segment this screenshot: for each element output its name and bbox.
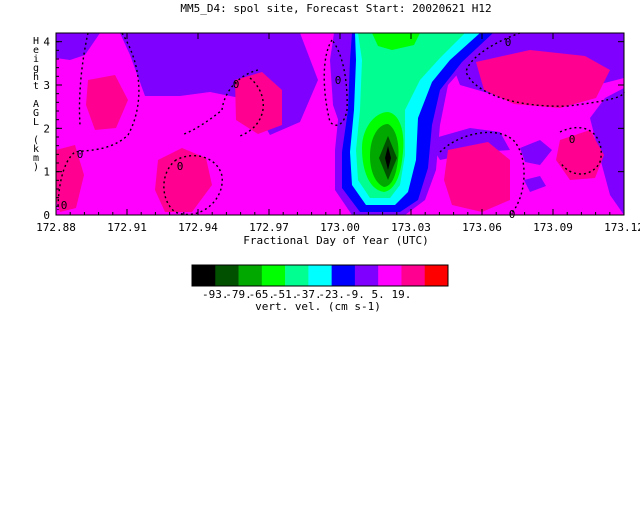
y-tick-label: 3 bbox=[43, 79, 50, 92]
y-axis-label-char: ) bbox=[33, 162, 39, 173]
y-axis-label-char: m bbox=[33, 153, 39, 164]
colorbar-swatch bbox=[354, 265, 379, 286]
field-region-black bbox=[385, 146, 391, 170]
field-region-green bbox=[372, 33, 420, 50]
y-axis-label-char: h bbox=[33, 72, 39, 83]
zero-contour-line bbox=[163, 155, 223, 216]
x-tick-label: 173.03 bbox=[391, 221, 431, 234]
colorbar-label: vert. vel. (cm s-1) bbox=[255, 300, 381, 313]
colorbar-swatch bbox=[401, 265, 426, 286]
colorbar-tick-label: -79. bbox=[225, 288, 252, 301]
chart-title: MM5_D4: spol site, Forecast Start: 20020… bbox=[180, 2, 491, 15]
x-axis: 172.88 172.91 172.94 172.97 173.00 173.03 173.… bbox=[36, 33, 640, 234]
colorbar-frame bbox=[191, 264, 449, 287]
colorbar-swatch bbox=[285, 265, 309, 286]
field-region-purple bbox=[590, 88, 624, 215]
zero-contour-line bbox=[559, 126, 602, 175]
colorbar: -93.-79.-65.-51.-37.-23. -9. 5. 19. bbox=[191, 264, 449, 301]
colorbar-tick-label: -23. bbox=[318, 288, 345, 301]
colorbar-swatch bbox=[261, 265, 286, 286]
field-region-purple bbox=[524, 176, 546, 192]
y-axis-label-char: L bbox=[33, 117, 39, 128]
y-axis: 0 1 2 3 4 bbox=[43, 32, 624, 222]
x-tick-label: 172.91 bbox=[107, 221, 147, 234]
colorbar-swatch bbox=[238, 265, 263, 286]
field-region-hotpink bbox=[476, 50, 610, 108]
zero-contour-line bbox=[323, 38, 348, 126]
y-axis-label-char: ( bbox=[33, 135, 39, 146]
colorbar-tick-label: 19. bbox=[392, 288, 412, 301]
x-tick-label: 172.88 bbox=[36, 221, 76, 234]
field-region-hotpink bbox=[56, 145, 84, 212]
x-tick-label: 173.06 bbox=[462, 221, 502, 234]
colorbar-tick-label: -37. bbox=[295, 288, 322, 301]
field-region-hotpink bbox=[556, 130, 604, 180]
field-region-hotpink bbox=[235, 72, 282, 134]
colorbar-swatch bbox=[215, 265, 239, 286]
y-axis-label-char: H bbox=[33, 36, 39, 47]
zero-contour-line bbox=[239, 77, 264, 137]
zero-contour-line bbox=[465, 32, 625, 107]
y-axis-label-char: i bbox=[33, 54, 39, 65]
field-region-hotpink bbox=[444, 142, 510, 212]
y-axis-label-char: t bbox=[33, 81, 39, 92]
field-region-purple bbox=[56, 33, 100, 60]
colorbar-swatch bbox=[424, 265, 449, 286]
field-region-purple bbox=[520, 140, 552, 165]
x-tick-label: 173.12 bbox=[604, 221, 640, 234]
contour-label: 0 bbox=[177, 160, 184, 173]
contour-label: 0 bbox=[233, 78, 240, 91]
colorbar-swatch bbox=[308, 265, 332, 286]
contour-label: 0 bbox=[77, 148, 84, 161]
contour-label: 0 bbox=[61, 199, 68, 212]
y-axis-label-char: A bbox=[33, 99, 39, 110]
y-tick-label: 4 bbox=[43, 36, 50, 49]
y-axis-label-char: k bbox=[33, 144, 39, 155]
colorbar-tick-label: 5. bbox=[372, 288, 385, 301]
zero-contour-line bbox=[439, 131, 525, 216]
contour-label: 0 bbox=[335, 74, 342, 87]
y-axis-label-char: g bbox=[33, 63, 39, 74]
y-tick-label: 1 bbox=[43, 166, 50, 179]
colorbar-tick-label: -51. bbox=[272, 288, 299, 301]
field-region-hotpink bbox=[86, 75, 128, 130]
x-tick-label: 173.00 bbox=[320, 221, 360, 234]
x-tick-label: 172.94 bbox=[178, 221, 218, 234]
contour-label: 0 bbox=[569, 133, 576, 146]
y-tick-label: 2 bbox=[43, 122, 50, 135]
colorbar-tick-label: -9. bbox=[345, 288, 365, 301]
colorbar-swatch bbox=[378, 265, 402, 286]
y-axis-label-char: G bbox=[33, 108, 39, 119]
contour-label: 0 bbox=[505, 36, 512, 49]
y-tick-label: 0 bbox=[43, 209, 50, 222]
y-axis-label-char: e bbox=[33, 45, 39, 56]
zero-contour-line bbox=[57, 32, 140, 211]
x-tick-label: 172.97 bbox=[249, 221, 289, 234]
zero-contour-line bbox=[78, 32, 89, 126]
colorbar-tick-label: -65. bbox=[249, 288, 276, 301]
x-axis-label: Fractional Day of Year (UTC) bbox=[243, 234, 428, 247]
colorbar-tick-label: -93. bbox=[202, 288, 229, 301]
zero-contour-line bbox=[183, 69, 259, 135]
plot-area: 0 0 0 0 0 0 0 0 bbox=[55, 32, 625, 221]
colorbar-swatch bbox=[192, 265, 216, 286]
colorbar-swatch bbox=[331, 265, 356, 286]
field-region-hotpink bbox=[155, 148, 212, 212]
x-tick-label: 173.09 bbox=[533, 221, 573, 234]
